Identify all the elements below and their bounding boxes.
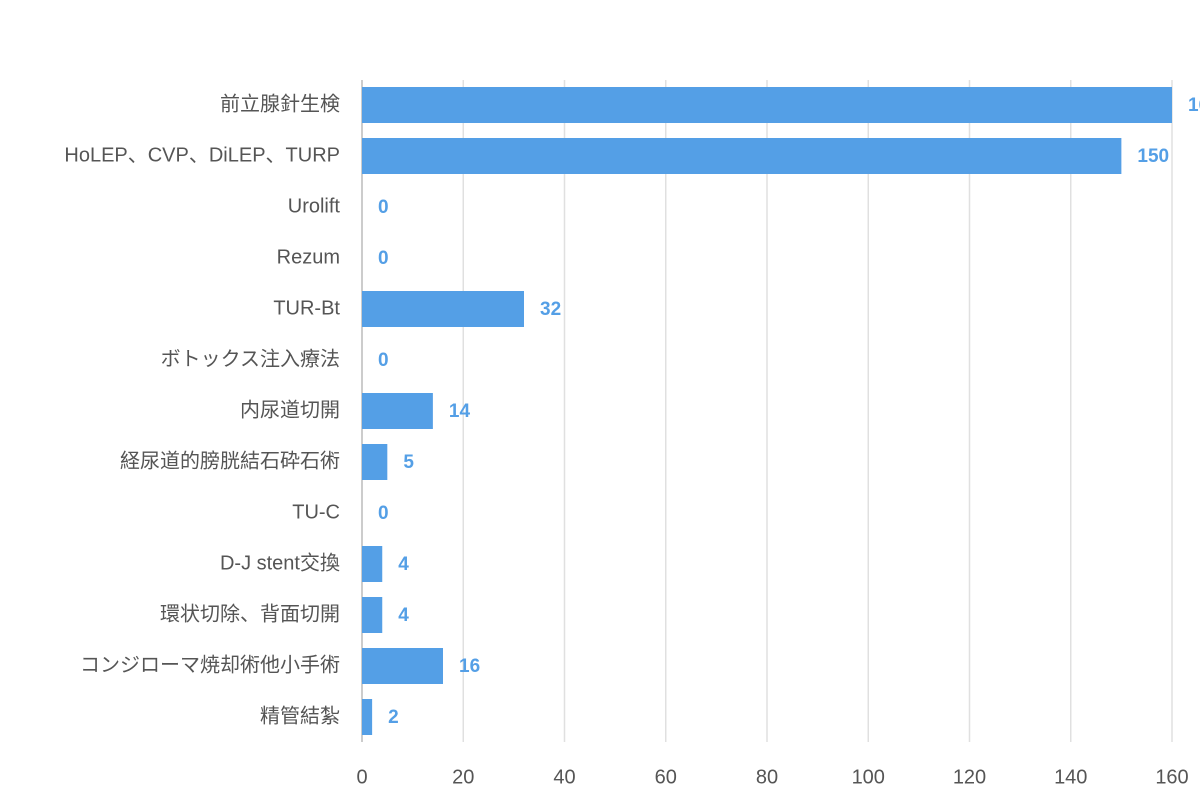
bar bbox=[362, 699, 373, 735]
bar bbox=[362, 444, 388, 480]
y-tick-label: Urolift bbox=[288, 195, 341, 217]
value-label: 160 bbox=[1188, 95, 1200, 116]
y-tick-label: 内尿道切開 bbox=[240, 398, 340, 421]
value-label: 0 bbox=[378, 248, 389, 269]
value-label: 0 bbox=[378, 503, 389, 524]
y-tick-label: ボトックス注入療法 bbox=[161, 347, 340, 370]
bar bbox=[362, 138, 1122, 174]
y-tick-label: TU-C bbox=[292, 501, 340, 523]
bar bbox=[362, 87, 1172, 123]
x-tick-label: 140 bbox=[1054, 766, 1087, 788]
x-tick-label: 100 bbox=[852, 766, 885, 788]
y-tick-label: TUR-Bt bbox=[273, 297, 340, 319]
bar bbox=[362, 546, 383, 582]
x-tick-label: 120 bbox=[953, 766, 986, 788]
value-label: 4 bbox=[398, 605, 409, 626]
x-tick-label: 20 bbox=[452, 766, 474, 788]
y-tick-label: D-J stent交換 bbox=[220, 551, 340, 574]
value-label: 5 bbox=[403, 452, 414, 473]
y-tick-label: 精管結紮 bbox=[260, 704, 340, 727]
value-label: 16 bbox=[459, 656, 480, 677]
x-tick-label: 40 bbox=[553, 766, 575, 788]
value-label: 32 bbox=[540, 299, 561, 320]
y-tick-label: HoLEP、CVP、DiLEP、TURP bbox=[64, 144, 340, 166]
value-label: 2 bbox=[388, 707, 399, 728]
value-label: 150 bbox=[1137, 146, 1169, 167]
bar bbox=[362, 648, 443, 684]
y-tick-label: 経尿道的膀胱結石砕石術 bbox=[120, 449, 340, 472]
x-tick-label: 160 bbox=[1155, 766, 1188, 788]
value-label: 0 bbox=[378, 350, 389, 371]
y-tick-label: 前立腺針生検 bbox=[220, 92, 340, 115]
y-tick-label: コンジローマ焼却術他小手術 bbox=[80, 653, 340, 676]
x-tick-label: 0 bbox=[356, 766, 367, 788]
bar bbox=[362, 597, 383, 633]
y-tick-label: 環状切除、背面切開 bbox=[160, 602, 340, 625]
value-label: 14 bbox=[449, 401, 471, 422]
bar bbox=[362, 393, 433, 429]
bar bbox=[362, 291, 524, 327]
y-tick-label: Rezum bbox=[277, 246, 340, 268]
x-tick-label: 60 bbox=[655, 766, 677, 788]
x-tick-label: 80 bbox=[756, 766, 778, 788]
value-label: 0 bbox=[378, 197, 389, 218]
value-label: 4 bbox=[398, 554, 409, 575]
